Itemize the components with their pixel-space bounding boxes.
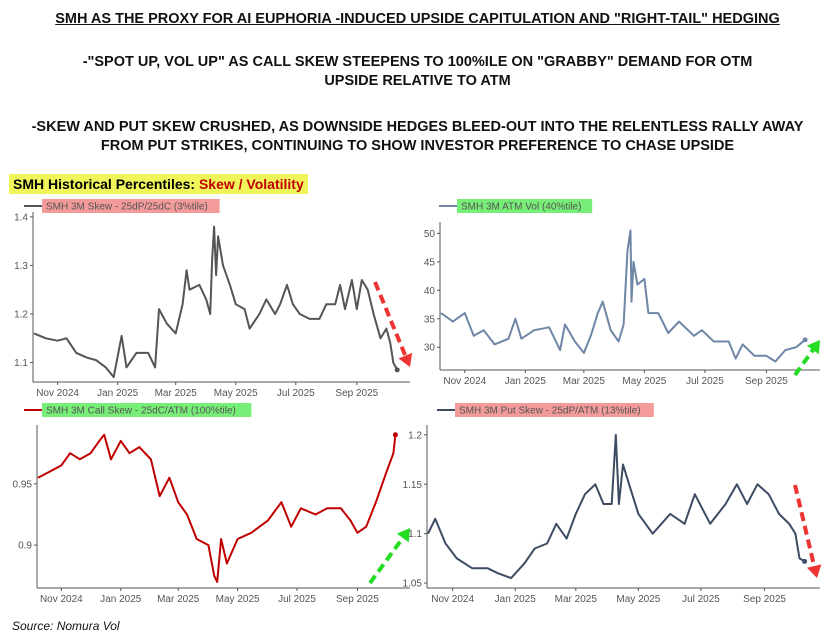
last-point-marker (392, 432, 398, 438)
legend-label: SMH 3M Call Skew - 25dC/ATM (100%tile) (46, 406, 236, 417)
legend-label: SMH 3M Put Skew - 25dP/ATM (13%tile) (459, 406, 641, 417)
legend-label: SMH 3M ATM Vol (40%tile) (461, 202, 581, 213)
arrowhead-icon (807, 564, 822, 578)
series-line (427, 433, 806, 580)
y-tick-label: 0.9 (18, 541, 32, 552)
y-tick-label: 1.1 (408, 529, 422, 540)
legend-highlight (42, 199, 220, 213)
x-tick-label: Mar 2025 (155, 388, 198, 399)
x-tick-label: Sep 2025 (743, 594, 786, 605)
x-tick-label: Jul 2025 (682, 594, 720, 605)
x-tick-label: Mar 2025 (563, 376, 606, 387)
series-line (33, 225, 399, 379)
x-tick-label: May 2025 (622, 376, 666, 387)
y-tick-label: 1.2 (408, 430, 422, 441)
arrowhead-icon (398, 352, 413, 367)
x-tick-label: Jan 2025 (505, 376, 547, 387)
subhead-put-skew: -SKEW AND PUT SKEW CRUSHED, AS DOWNSIDE … (31, 119, 804, 154)
x-tick-label: Jan 2025 (495, 594, 537, 605)
chart-panel-4: 1.05 1.1 1.15 1.2 Nov 2024 Jan 2025 Mar 2025 Ma… (403, 403, 822, 605)
x-tick-label: Jul 2025 (278, 594, 316, 605)
section-label-accent: Skew / Volatility (198, 176, 304, 192)
y-tick-label: 1.2 (14, 310, 28, 321)
section-label: SMH Historical Percentiles: Skew / Volat… (9, 174, 308, 194)
x-tick-label: Nov 2024 (40, 594, 83, 605)
x-tick-label: Mar 2025 (555, 594, 598, 605)
section-label-text: SMH Historical Percentiles: (13, 176, 196, 192)
x-tick-label: Jul 2025 (686, 376, 724, 387)
y-tick-label: 35 (424, 314, 436, 325)
x-tick-label: Nov 2024 (431, 594, 474, 605)
chart-panel-2: 30 35 40 45 50 Nov 2024 Jan 2025 Mar 2025 May 20… (424, 199, 820, 387)
x-tick-label: Jan 2025 (100, 594, 142, 605)
series-line (440, 229, 806, 363)
legend-highlight (457, 199, 593, 213)
x-tick-label: Sep 2025 (335, 388, 378, 399)
y-tick-label: 1.15 (403, 480, 423, 491)
y-tick-label: 1.05 (403, 579, 423, 590)
x-tick-label: Jan 2025 (97, 388, 139, 399)
x-tick-label: May 2025 (616, 594, 660, 605)
last-point-marker (802, 558, 808, 564)
y-tick-label: 50 (424, 229, 436, 240)
legend-label: SMH 3M Skew - 25dP/25dC (3%tile) (46, 202, 208, 213)
y-tick-label: 0.95 (13, 479, 33, 490)
y-tick-label: 30 (424, 343, 436, 354)
x-tick-label: Nov 2024 (36, 388, 79, 399)
chart-panel-3: 0.9 0.95 Nov 2024 Jan 2025 Mar 2025 May 2025 J… (13, 403, 410, 605)
subhead-call-skew: -"SPOT UP, VOL UP" AS CALL SKEW STEEPENS… (82, 54, 753, 89)
headline: SMH AS THE PROXY FOR AI EUPHORIA -INDUCE… (55, 11, 780, 27)
up-trend-arrow (368, 535, 406, 585)
source-note: Source: Nomura Vol (12, 619, 120, 633)
series-line (37, 433, 397, 583)
y-tick-label: 1.3 (14, 261, 28, 272)
y-tick-label: 45 (424, 257, 436, 268)
down-trend-arrow (793, 484, 817, 568)
y-tick-label: 40 (424, 286, 436, 297)
x-tick-label: May 2025 (214, 388, 258, 399)
x-tick-label: Mar 2025 (157, 594, 200, 605)
y-tick-label: 1.4 (14, 212, 28, 223)
x-tick-label: Nov 2024 (443, 376, 486, 387)
last-point-marker (394, 367, 400, 373)
legend-highlight (42, 403, 252, 417)
x-tick-label: Sep 2025 (745, 376, 788, 387)
x-tick-label: Jul 2025 (277, 388, 315, 399)
chart-panel-1: 1.1 1.2 1.3 1.4 Nov 2024 Jan 2025 Mar 2025 May … (14, 199, 413, 399)
up-trend-arrow (793, 347, 816, 377)
last-point-marker (802, 337, 808, 343)
x-tick-label: May 2025 (216, 594, 260, 605)
legend-highlight (455, 403, 654, 417)
arrowhead-icon (396, 528, 410, 543)
arrowhead-icon (806, 340, 820, 355)
y-tick-label: 1.1 (14, 358, 28, 369)
x-tick-label: Sep 2025 (336, 594, 379, 605)
